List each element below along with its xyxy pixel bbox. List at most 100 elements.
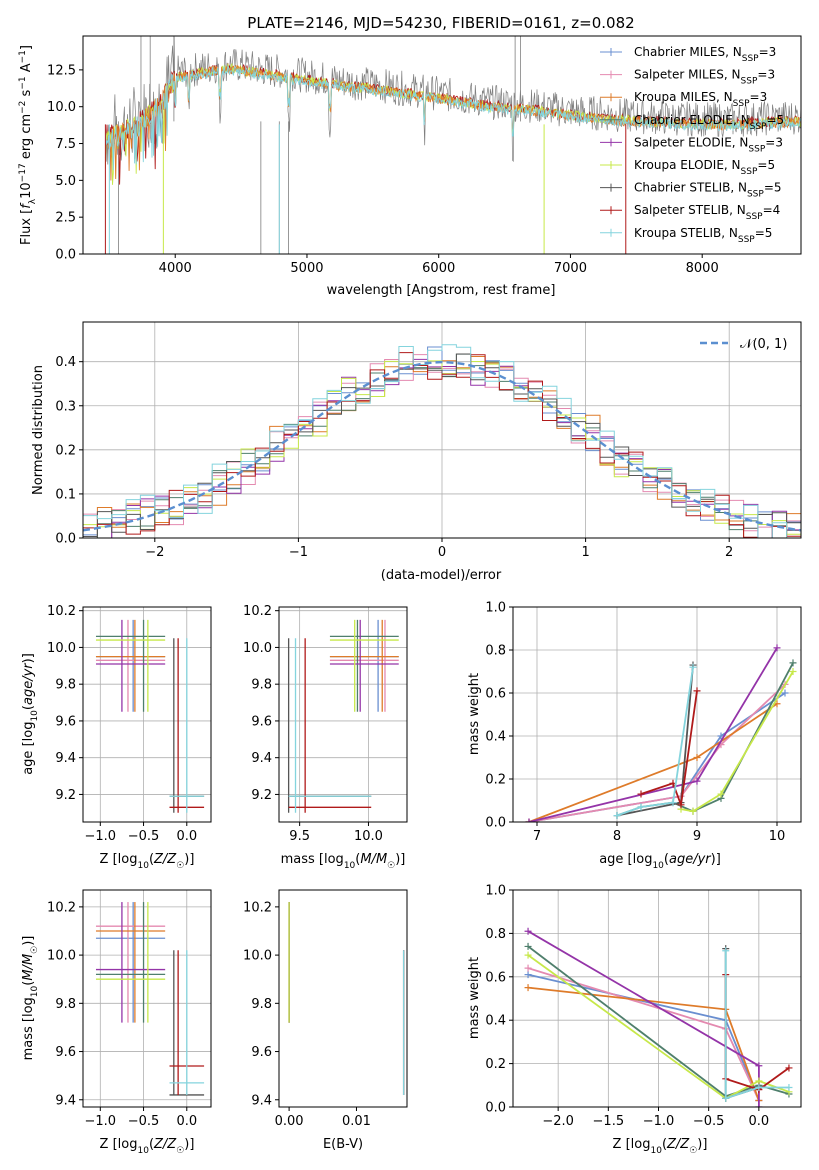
tick-label-x: 10.0 [354,829,383,844]
tick-label-y: 0.4 [485,730,506,745]
legend-entry: Salpeter STELIB, NSSP=4 [634,203,780,222]
axes-frame [512,889,802,1108]
tick-label-y: 0.0 [55,532,76,547]
x-axis-label: (data-model)/error [381,568,502,583]
series-marker [689,807,697,815]
series-marker [669,799,677,807]
tick-label-x: 4000 [159,261,192,276]
series-marker [677,801,685,809]
axes-frame [278,889,408,1108]
tick-label-x: −0.5 [128,829,160,844]
series-line [724,950,789,1100]
legend-entry: Kroupa MILES, NSSP=3 [634,90,767,109]
series-marker [525,818,533,822]
series-marker [524,951,532,959]
tick-label-y: 9.8 [251,997,272,1012]
series-marker [722,947,730,955]
axes-frame [82,321,802,539]
tick-label-y: 10.0 [47,100,76,115]
series-marker [689,663,697,671]
y-axis-label: mass [log10(M/M☉)] [21,936,40,1061]
series-marker [637,790,645,798]
tick-label-y: 10.2 [47,900,76,915]
tick-label-x: 10 [769,829,786,844]
tick-label-y: 9.4 [251,1093,272,1108]
tick-label-x: −1 [289,545,308,560]
tick-label-y: 0.6 [485,687,506,702]
series-marker [789,659,797,667]
tick-label-x: 7000 [554,261,587,276]
tick-label-x: 5000 [290,261,323,276]
series-line [528,692,786,822]
series-marker [524,971,532,979]
tick-label-x: −0.5 [128,1114,160,1129]
tick-label-x: 7 [533,829,541,844]
legend-entry: Chabrier STELIB, NSSP=5 [634,181,782,200]
plot-area [287,619,399,813]
tick-label-x: −0.5 [693,1114,725,1129]
axes-frame [82,889,212,1108]
tick-label-y: 9.4 [251,751,272,766]
y-axis-label: Flux [fλ10−17 erg cm−2 s−1 A−1] [18,45,38,245]
tick-label-x: 0.0 [176,1114,197,1129]
plot-area [104,36,801,254]
tick-label-x: 8 [613,829,621,844]
y-axis-label: Normed distribution [31,365,46,495]
tick-label-y: 0.2 [485,773,506,788]
weight-z-axes: −2.0 −1.5 −1.0 −0.5 0.0 0.0 0.2 0.4 0.6 0.8 1.0 [485,884,802,1129]
tick-label-y: 10.2 [243,900,272,915]
axes-frame [512,606,802,823]
tick-label-y: 0.0 [485,1101,506,1116]
tick-label-y: 10.0 [47,949,76,964]
series-line [680,671,794,813]
tick-label-y: 0.6 [485,970,506,985]
series-line [528,647,778,822]
x-axis-label: mass [log10(M/M☉)] [281,852,406,871]
tick-label-y: 10.0 [243,641,272,656]
tick-label-x: 1 [581,545,589,560]
series-marker [722,1094,730,1102]
series-marker [755,1103,763,1107]
age-z-axes: −1.0 −0.5 0.0 9.2 9.4 9.6 9.8 10.0 10.2 [47,604,212,844]
tick-label-x: 8000 [686,261,719,276]
tick-label-y: 12.5 [47,63,76,78]
tick-label-y: 5.0 [55,174,76,189]
tick-label-y: 9.4 [55,1093,76,1108]
mass-z-axes: −1.0 −0.5 0.0 9.4 9.6 9.8 10.0 10.2 [47,889,212,1129]
tick-label-y: 10.2 [243,604,272,619]
tick-label-x: −2.0 [542,1114,574,1129]
series-marker [755,1077,763,1085]
x-axis-label: wavelength [Angstrom, rest frame] [327,283,556,298]
tick-label-y: 9.6 [251,714,272,729]
series-marker [693,687,701,695]
axes-frame [278,606,408,823]
plot-area [525,644,797,822]
mass-ebv-axes: 0.00 0.01 9.4 9.6 9.8 10.0 10.2 [243,889,408,1129]
series-line [527,973,760,1101]
series-line [616,667,694,817]
tick-label-x: 0 [438,545,446,560]
tick-label-y: 10.0 [47,641,76,656]
legend-entry: 𝒩(0, 1) [740,337,787,352]
series-marker [693,754,701,761]
tick-label-y: 0.4 [55,355,76,370]
tick-label-x: 0.0 [176,829,197,844]
series-line [527,945,790,1098]
tick-label-y: 2.5 [55,211,76,226]
weight-age-axes: 7 8 9 10 0.0 0.2 0.4 0.6 0.8 1.0 [485,601,802,844]
gaussian-line [83,360,801,532]
tick-label-x: −1.0 [85,829,117,844]
tick-label-y: 0.0 [485,816,506,831]
series-marker [613,812,621,820]
axes-frame [82,35,802,255]
series-line [527,954,790,1100]
tick-label-y: 9.6 [55,1045,76,1060]
series-line [724,974,790,1091]
series-marker [717,790,725,798]
tick-label-y: 0.8 [485,927,506,942]
tick-label-y: 9.6 [55,714,76,729]
residual-histogram [83,344,801,538]
tick-label-x: −2 [145,545,164,560]
residual-axes: −2 −1 0 1 2 0.0 0.1 0.2 0.3 0.4 [55,321,802,560]
